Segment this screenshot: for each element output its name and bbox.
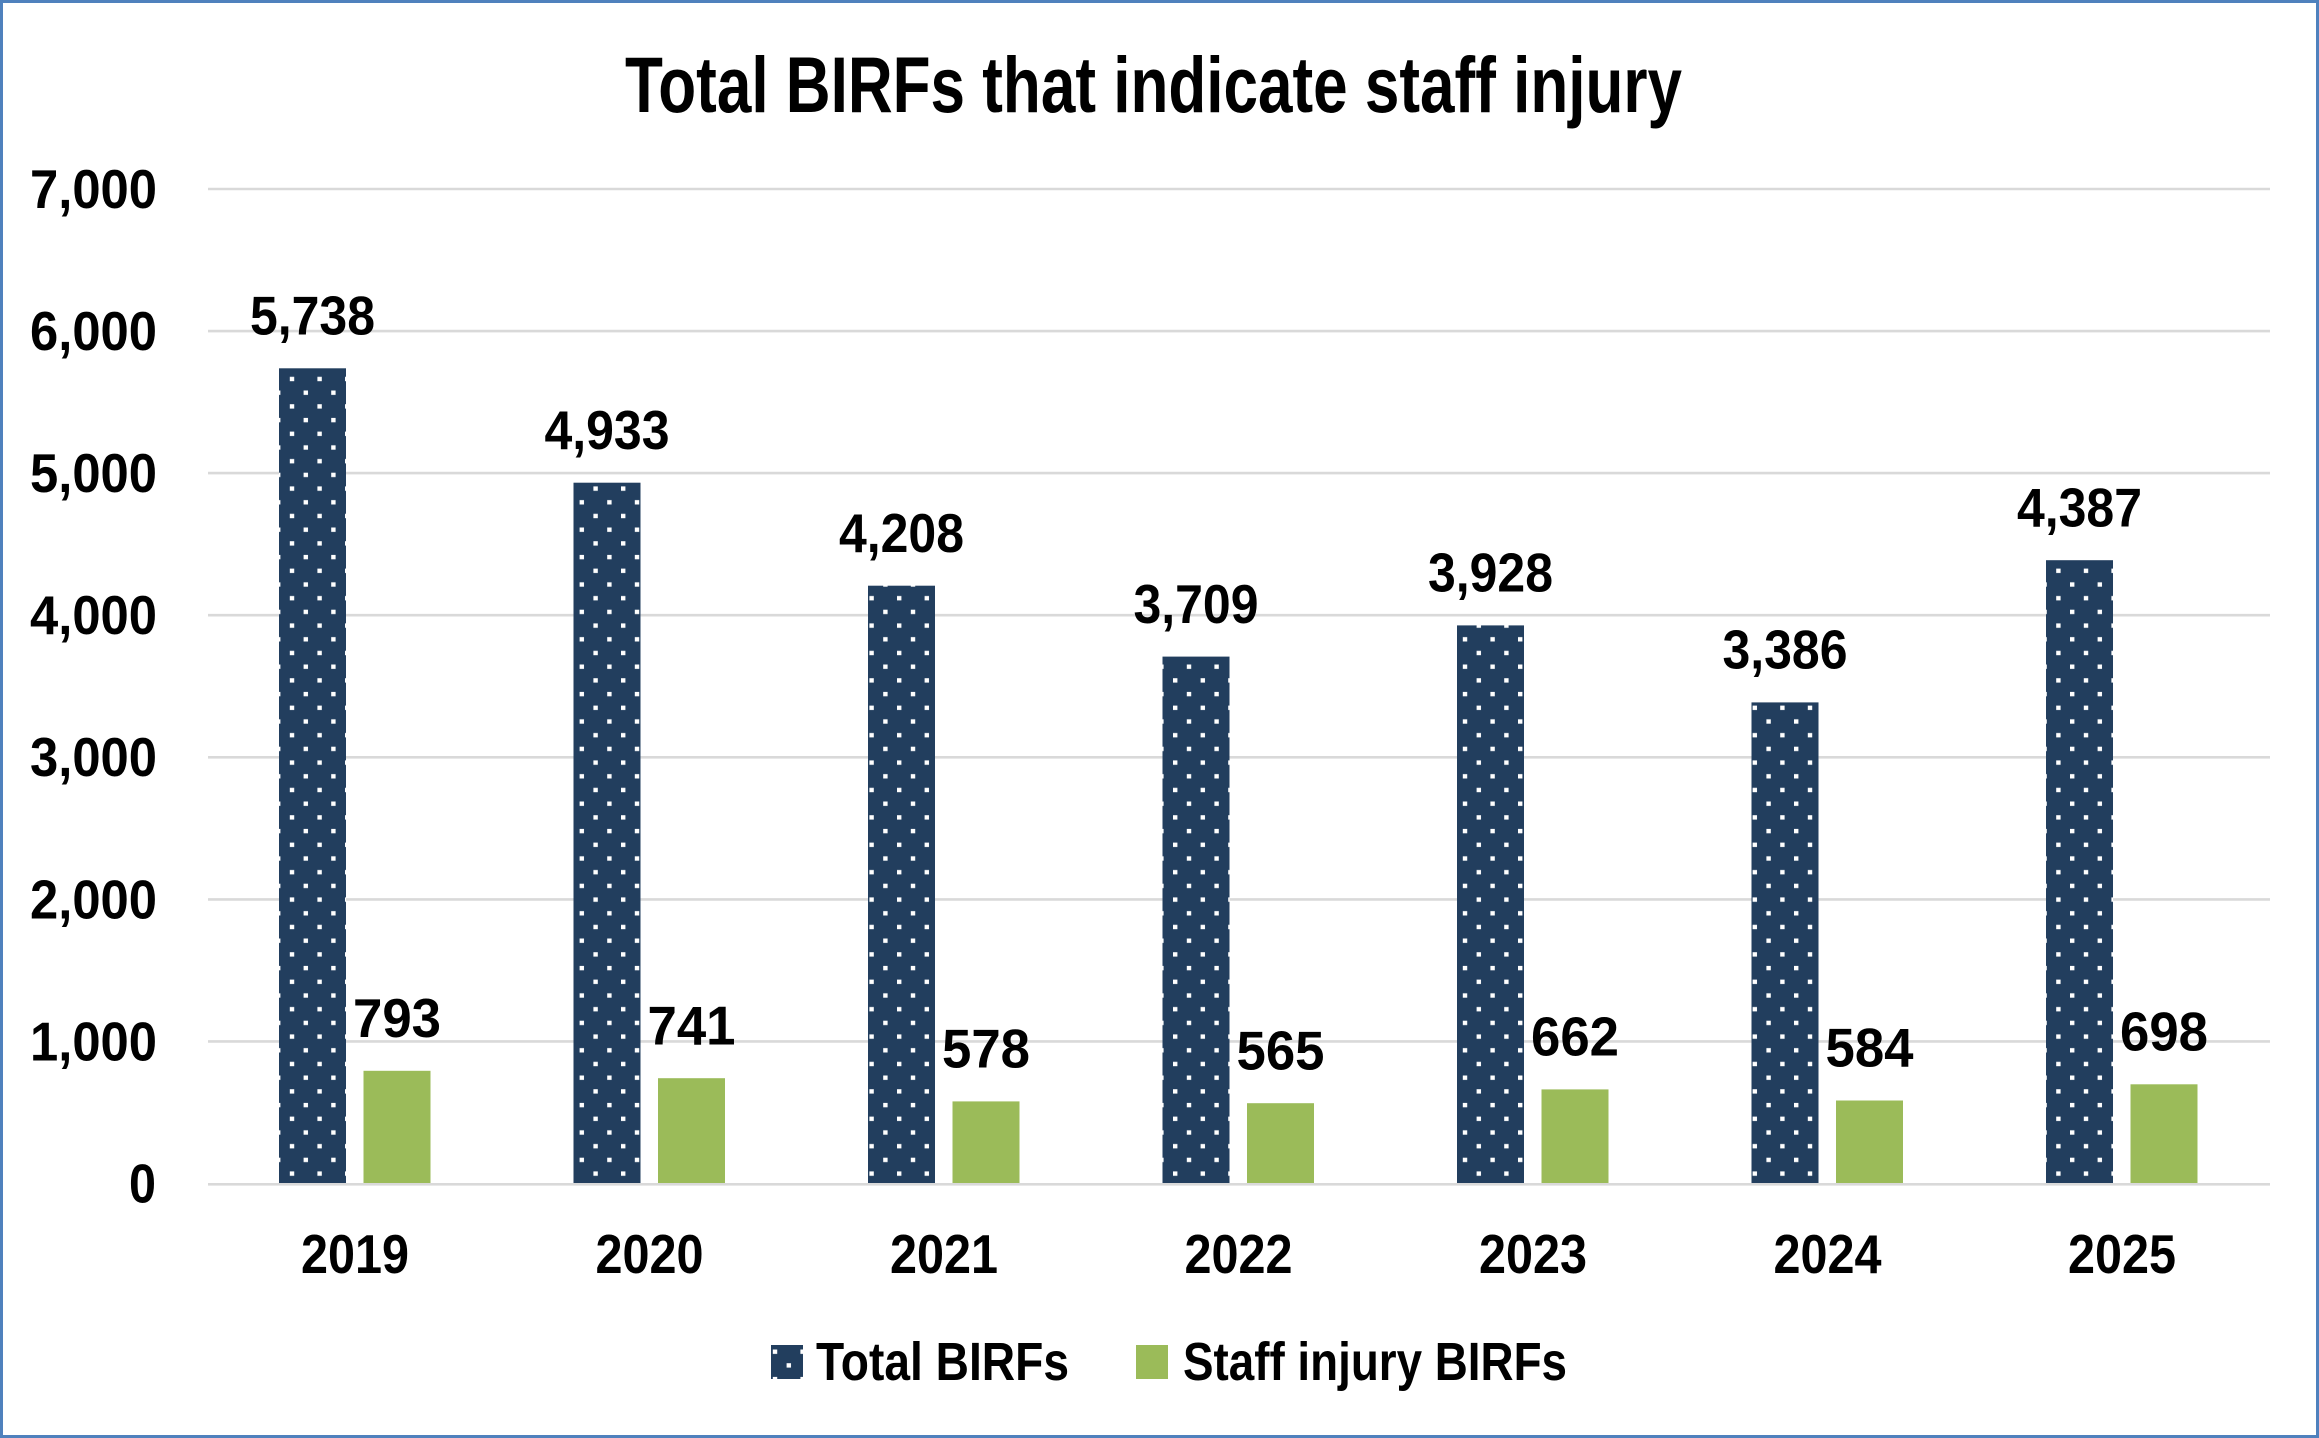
svg-text:6,000: 6,000 <box>30 300 157 362</box>
svg-text:565: 565 <box>1237 1019 1325 1081</box>
svg-text:2019: 2019 <box>301 1223 409 1285</box>
svg-text:3,709: 3,709 <box>1134 573 1259 635</box>
svg-text:Total BIRFs: Total BIRFs <box>816 1332 1069 1392</box>
svg-text:4,933: 4,933 <box>545 399 670 461</box>
svg-text:2023: 2023 <box>1479 1223 1587 1285</box>
svg-text:2025: 2025 <box>2068 1223 2176 1285</box>
svg-text:4,387: 4,387 <box>2017 476 2142 538</box>
svg-text:4,000: 4,000 <box>30 584 157 646</box>
svg-text:2021: 2021 <box>890 1223 998 1285</box>
svg-text:3,928: 3,928 <box>1428 542 1553 604</box>
svg-text:2022: 2022 <box>1185 1223 1293 1285</box>
svg-text:2,000: 2,000 <box>30 868 157 930</box>
svg-text:Total BIRFs that indicate staf: Total BIRFs that indicate staff injury <box>625 40 1682 129</box>
svg-text:7,000: 7,000 <box>30 158 157 220</box>
svg-text:2020: 2020 <box>596 1223 704 1285</box>
svg-text:5,000: 5,000 <box>30 442 157 504</box>
svg-text:584: 584 <box>1826 1017 1914 1079</box>
svg-text:Staff injury BIRFs: Staff injury BIRFs <box>1183 1332 1567 1392</box>
svg-text:741: 741 <box>648 994 736 1056</box>
svg-text:662: 662 <box>1531 1006 1619 1068</box>
svg-text:0: 0 <box>129 1152 156 1214</box>
svg-text:793: 793 <box>353 987 441 1049</box>
svg-text:1,000: 1,000 <box>30 1010 157 1072</box>
svg-text:5,738: 5,738 <box>250 285 375 347</box>
svg-text:3,386: 3,386 <box>1723 619 1848 681</box>
svg-text:2024: 2024 <box>1774 1223 1882 1285</box>
svg-text:4,208: 4,208 <box>839 502 964 564</box>
svg-text:578: 578 <box>942 1018 1030 1080</box>
svg-text:698: 698 <box>2120 1001 2208 1063</box>
svg-text:3,000: 3,000 <box>30 726 157 788</box>
